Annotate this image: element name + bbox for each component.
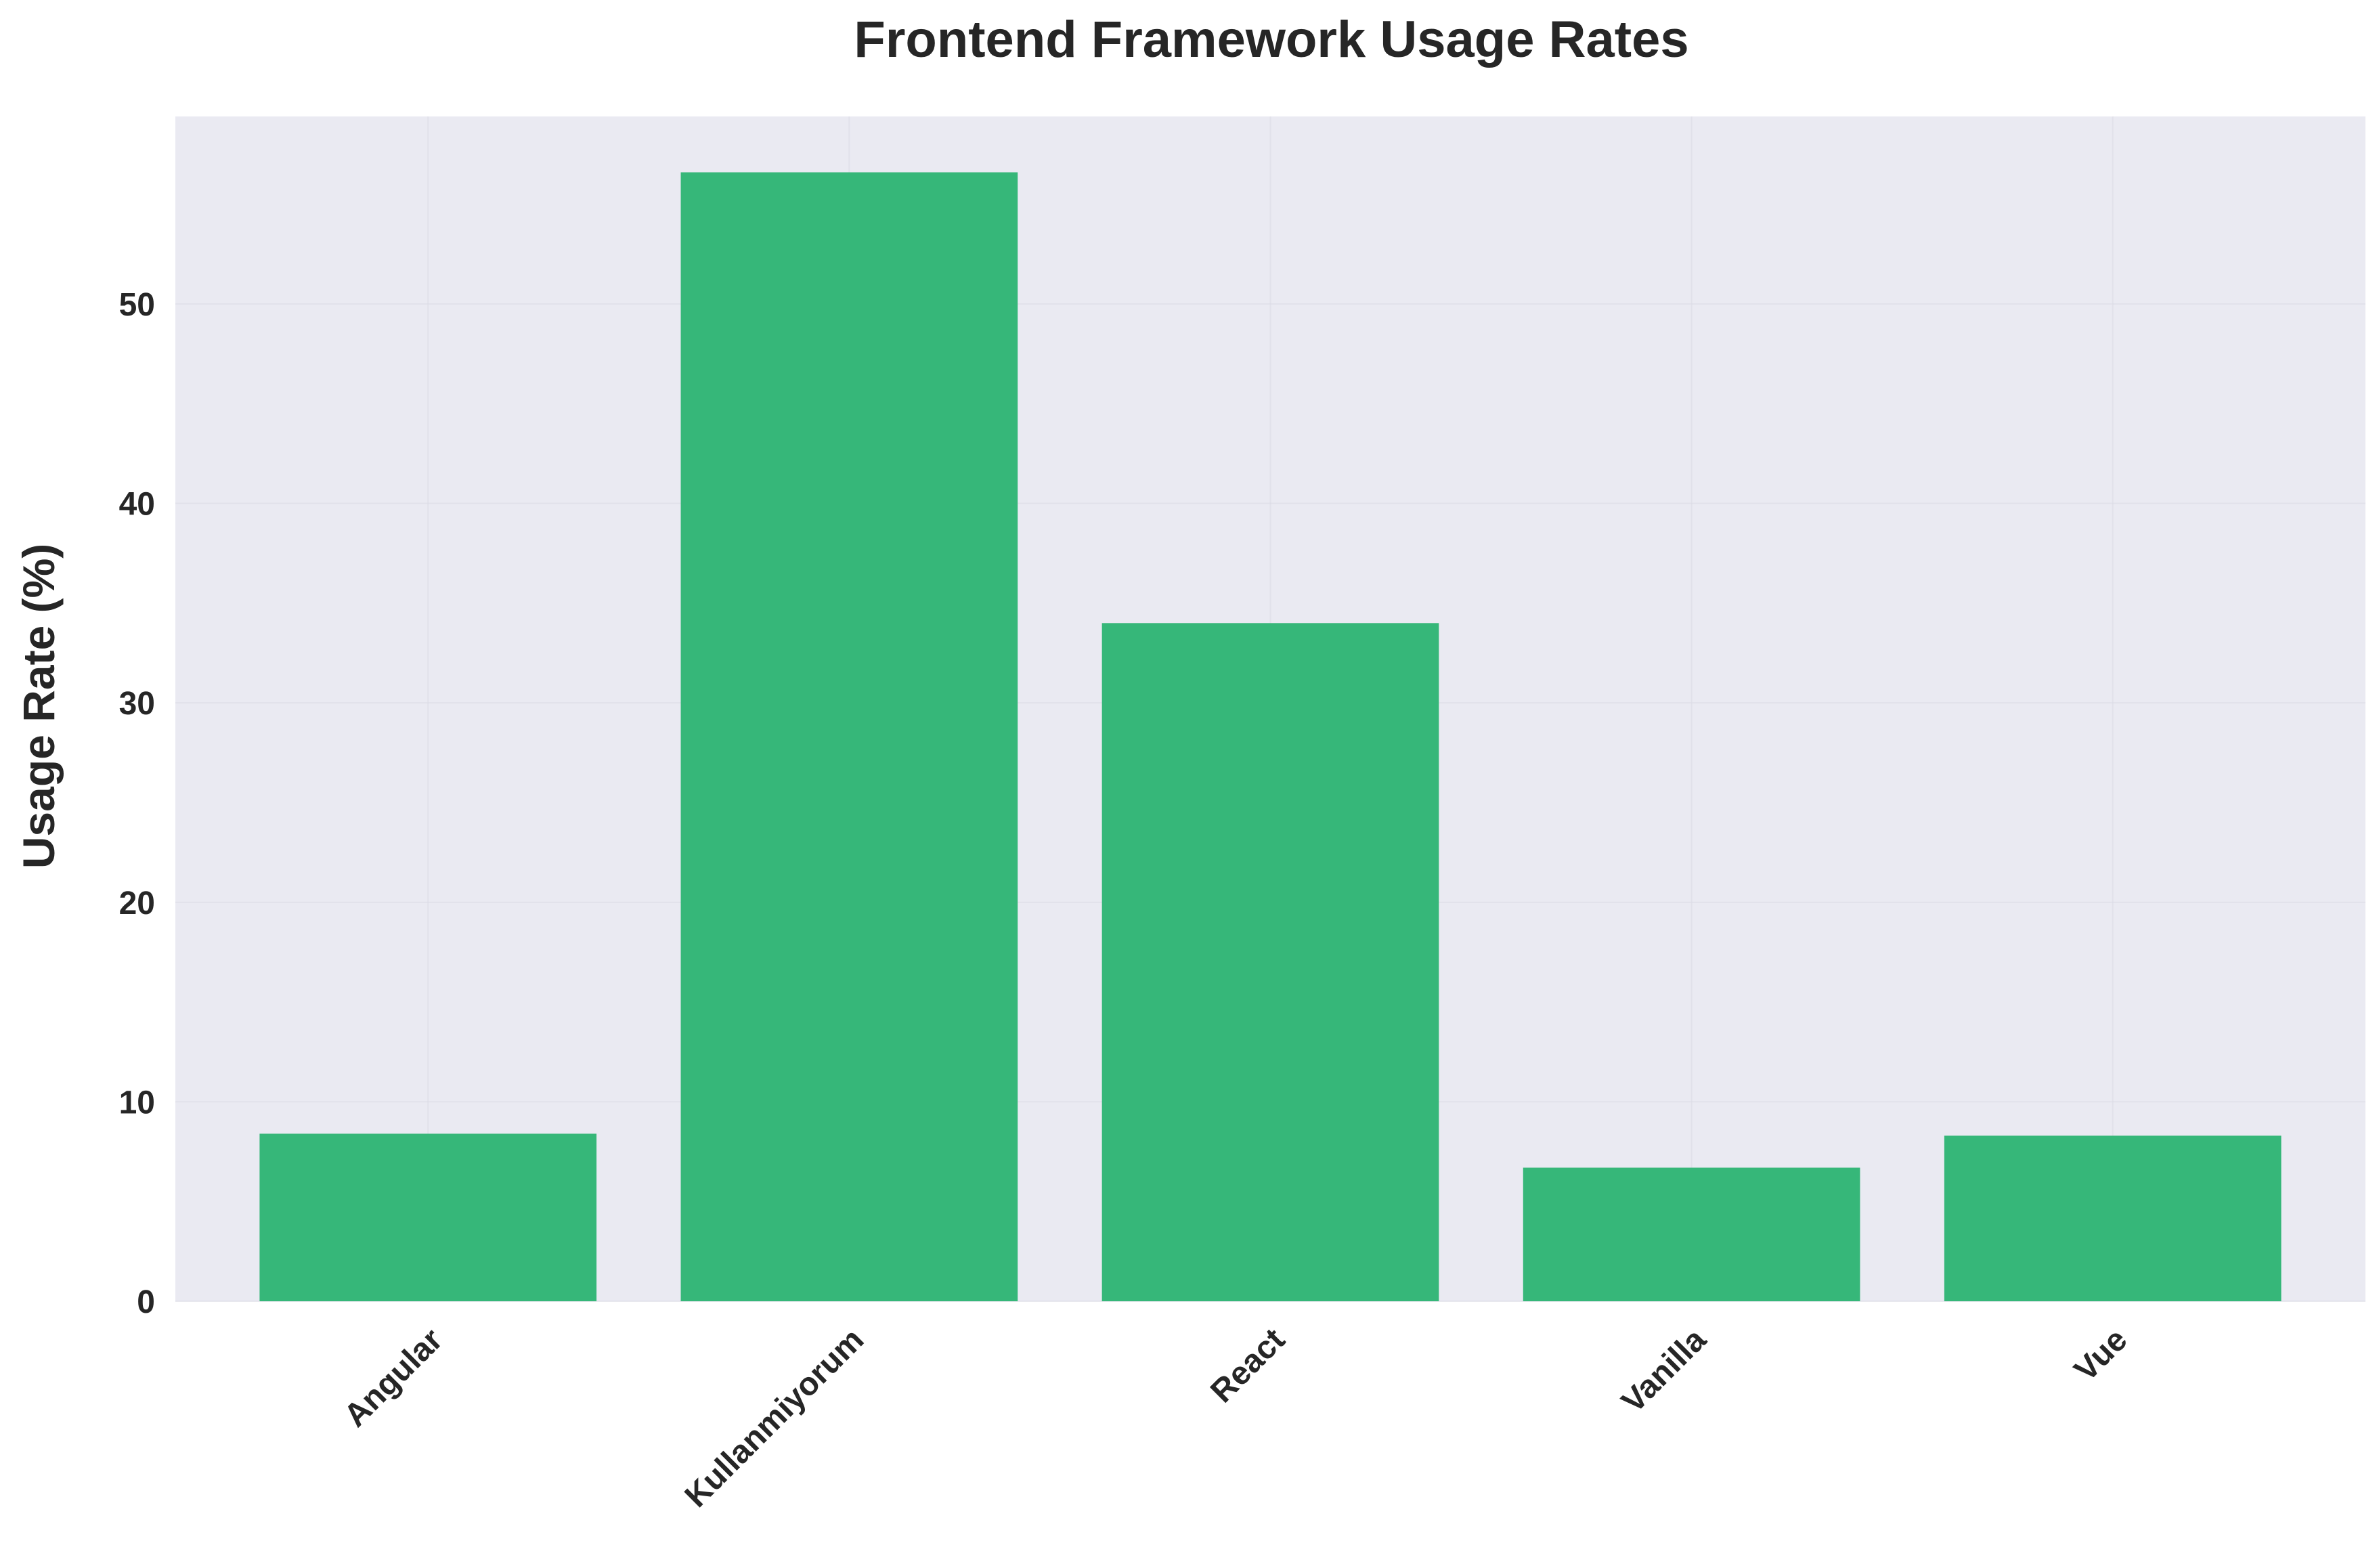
- y-tick-label: 30: [119, 686, 155, 722]
- bar-kullanmiyorum: [680, 172, 1018, 1301]
- x-tick-label-vue: Vue: [2068, 1322, 2134, 1388]
- bar-react: [1101, 623, 1439, 1301]
- y-tick-label: 10: [119, 1085, 155, 1120]
- x-axis-ticks: Angular Kullanmiyorum React Vanilla Vue: [337, 1322, 2134, 1515]
- y-tick-label: 40: [119, 487, 155, 523]
- y-tick-label: 20: [119, 886, 155, 921]
- bar-angular: [259, 1133, 597, 1301]
- bar-vue: [1944, 1135, 2282, 1301]
- x-tick-label-vanilla: Vanilla: [1615, 1322, 1713, 1420]
- y-tick-label: 0: [137, 1284, 155, 1320]
- y-tick-label: 50: [119, 287, 155, 323]
- bar-vanilla: [1523, 1167, 1860, 1301]
- x-tick-label-react: React: [1204, 1322, 1292, 1410]
- x-tick-label-kullanmiyorum: Kullanmiyorum: [678, 1322, 871, 1515]
- bars: [259, 172, 2282, 1301]
- y-axis-ticks: 0 10 20 30 40 50: [119, 287, 155, 1320]
- chart-title: Frontend Framework Usage Rates: [854, 11, 1688, 68]
- y-axis-label: Usage Rate (%): [14, 544, 64, 869]
- x-tick-label-angular: Angular: [337, 1322, 450, 1434]
